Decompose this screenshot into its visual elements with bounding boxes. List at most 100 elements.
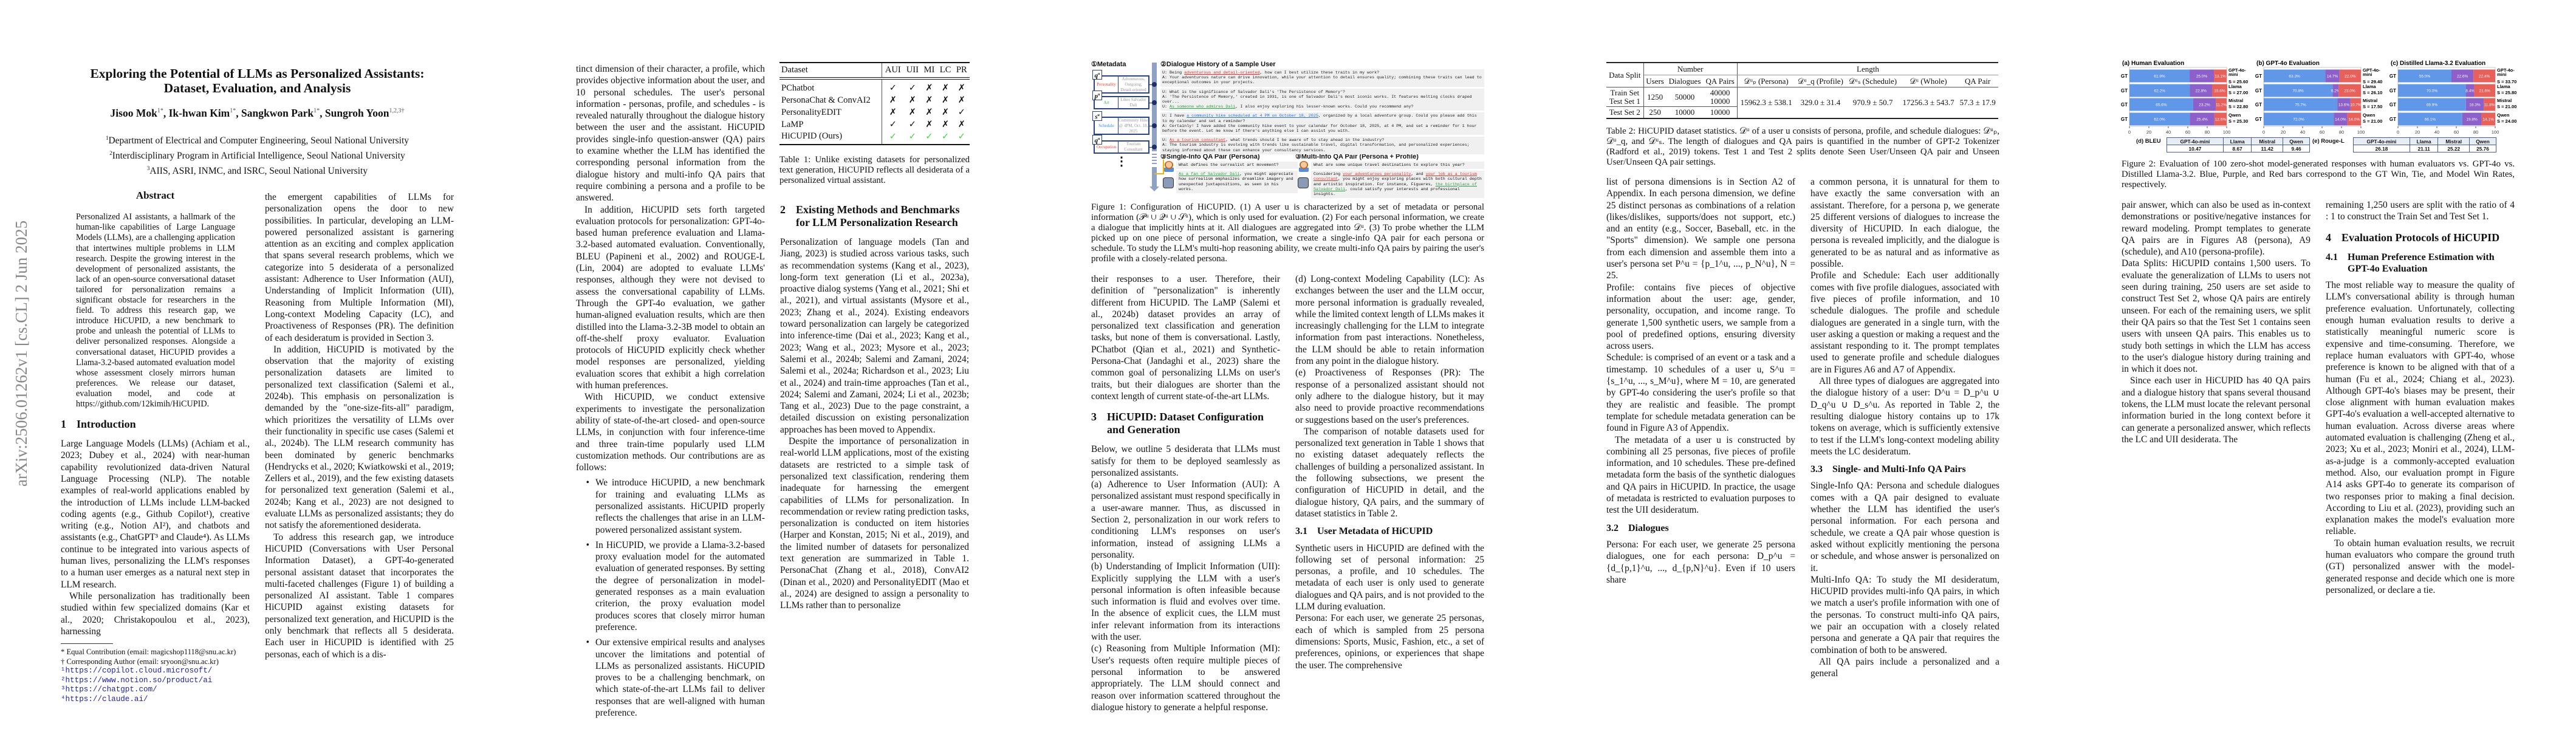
footnote[interactable]: ¹https://copilot.cloud.microsoft/: [61, 666, 213, 676]
figure-1-caption: Figure 1: Configuration of HiCUPID. (1) …: [1091, 202, 1484, 264]
tie-bar: [2462, 112, 2482, 126]
gt-label: GT: [2389, 117, 2396, 122]
table-header-cell: QA Pair: [1957, 75, 1998, 87]
footnote-rule: [61, 643, 113, 645]
metadata-symbol-letter: p: [1094, 92, 1098, 100]
score-label: S = 21.00: [2363, 118, 2382, 124]
section-title: Dialogues: [1628, 522, 1669, 533]
bar-value-label: 25.4%: [2196, 118, 2208, 122]
figure-panel-title: Multi-Info QA Pair (Persona + Profile): [1301, 153, 1419, 160]
length-stat: 57.3 ± 17.9: [1957, 87, 1998, 119]
body-paragraph: pair answer, which can also be used as i…: [2122, 200, 2311, 258]
check-icon: ✓: [953, 131, 970, 145]
footnote[interactable]: ³https://chatgpt.com/: [61, 685, 157, 694]
cross-icon: ✗: [957, 95, 965, 105]
dialogue-turns: U: As a tourism consultant, what trends …: [1160, 137, 1484, 154]
figure-2-caption: Figure 2: Evaluation of 100 zero-shot mo…: [2122, 159, 2515, 190]
body-paragraph: Personalization of language models (Tan …: [780, 237, 969, 435]
bar-value-label: 13.1%: [2215, 75, 2226, 79]
step-number-icon: ①: [1091, 61, 1097, 68]
footnote: † Corresponding Author (email: sryoon@sn…: [61, 657, 219, 666]
x-tick-label: 20: [2415, 129, 2420, 135]
gt-label: GT: [2255, 88, 2262, 94]
page-3-column-2: (d) Long-context Modeling Capability (LC…: [1295, 273, 1484, 671]
body-paragraph: Persona: For each user, we generate 25 p…: [1295, 613, 1484, 671]
score-label: S = 29.40: [2363, 79, 2382, 84]
model-win-bar: [2214, 69, 2227, 83]
check-icon: ✓: [937, 131, 954, 145]
bar-value-label: 69.9%: [2427, 103, 2438, 108]
score-label: S = 33.70: [2497, 79, 2516, 84]
table-row: Train Set Test Set 1 1250 50000 40000 10000 15…: [1606, 87, 1998, 119]
model-name-cell: Mistral: [2251, 137, 2284, 145]
score-label: S = 22.80: [2228, 104, 2248, 109]
model-label: GPT-4o-mini: [2497, 67, 2515, 77]
dialogue-text: Considering: [1314, 172, 1343, 177]
timeline-dot-icon: [1152, 123, 1157, 128]
score-label: S = 21.00: [2497, 104, 2516, 109]
dialogue-text: A: Your adventurous nature can drive inn…: [1162, 75, 1482, 86]
model-label: Qwen: [2228, 112, 2241, 118]
users-count: 250: [1643, 106, 1667, 119]
x-tick-label: 40: [2434, 129, 2439, 135]
model-label: Llama: [2228, 84, 2242, 89]
author-name: Ik-hwan Kim: [168, 107, 230, 119]
score-label: S = 27.00: [2228, 90, 2248, 95]
bar-value-label: 14.0%: [2335, 118, 2346, 122]
footnote[interactable]: ²https://www.notion.so/product/ai: [61, 676, 213, 685]
qa-question: What are some unique travel destinations…: [1311, 162, 1484, 169]
bar-value-label: 14.0%: [2349, 118, 2360, 122]
highlighted-phrase: As someone who admires Dali: [1170, 104, 1236, 110]
model-name-cell: Llama: [2409, 137, 2439, 145]
x-tick-label: 20: [2281, 129, 2286, 135]
dialogues-count: 50000: [1666, 87, 1704, 107]
x-tick-label: 60: [2454, 129, 2459, 135]
gt-win-bar: [2129, 69, 2190, 83]
gt-win-bar: [2398, 84, 2466, 97]
table-header-cell: QA Pairs: [1703, 75, 1738, 87]
body-paragraph: Below, we outline 5 desiderata that LLMs…: [1091, 444, 1280, 478]
metadata-category: Art: [1095, 97, 1118, 108]
cross-icon: ✗: [925, 83, 933, 93]
bar-value-label: 70.0%: [2427, 89, 2438, 94]
dialogue-text: U: What is the significance of Salvador …: [1162, 89, 1345, 95]
dialogue-text: , I also enjoy exploring his lesser-know…: [1235, 104, 1414, 110]
footnote[interactable]: ⁴https://claude.ai/: [61, 694, 148, 703]
highlighted-phrase: As a fan of Salvador Dali: [1179, 172, 1240, 177]
qa-pair: What defines the surrealist art movement…: [1176, 162, 1298, 194]
bar-value-label: 23.0%: [2344, 89, 2355, 94]
data-split-name: Train Set: [1610, 88, 1640, 97]
abstract-heading: Abstract: [135, 190, 175, 201]
page-4-column-1: list of persona dimensions is in Section…: [1606, 176, 1795, 586]
user-avatar-icon: [1299, 161, 1309, 172]
footnote: * Equal Contribution (email: magicshop11…: [61, 648, 236, 657]
tie-bar: [2190, 112, 2215, 126]
score-label: S = 17.50: [2363, 104, 2382, 109]
dialogue-text: U:: [1162, 138, 1170, 143]
timeline-bar: [1152, 63, 1157, 151]
tie-bar: [2334, 112, 2348, 126]
body-paragraph: The comparison of notable datasets used …: [1295, 426, 1484, 519]
table-header-cell: 𝒟ᵘₛ (Schedule): [1846, 75, 1900, 87]
author-affiliation-mark: 1*: [313, 108, 320, 115]
multi-info-title: ③Multi-Info QA Pair (Persona + Profile): [1295, 153, 1419, 161]
x-tick-label: 0: [2263, 129, 2265, 135]
model-win-bar: [2474, 84, 2495, 97]
section-title: Human Preference Estimation with GPT-4o …: [2348, 252, 2495, 274]
dialogue-text: , what trends should I be aware of to st…: [1225, 138, 1385, 143]
metadata-value: Tourism Consultant: [1124, 142, 1143, 152]
section-number: 4: [2326, 231, 2331, 244]
assistant-robot-icon: [1163, 177, 1174, 188]
body-paragraph: a common persona, it is unnatural for th…: [1810, 177, 1999, 270]
score-cell: 8.67: [2222, 145, 2252, 152]
cross-icon: ✗: [908, 95, 916, 105]
dialogue-text: U:: [1162, 104, 1170, 110]
highlighted-phrase: your job as a tourism consultant: [1314, 172, 1477, 182]
timeline-bar: [1152, 167, 1157, 188]
bar-value-label: 22.0%: [2345, 75, 2356, 79]
bullet-text: We introduce HiCUPID, a new benchmark fo…: [595, 477, 765, 535]
data-split-name: Test Set 2: [1609, 108, 1640, 117]
table-header-cell: PR: [953, 62, 970, 80]
score-cell: 11.42: [2251, 145, 2284, 152]
x-tick-label: 0: [2128, 129, 2131, 135]
